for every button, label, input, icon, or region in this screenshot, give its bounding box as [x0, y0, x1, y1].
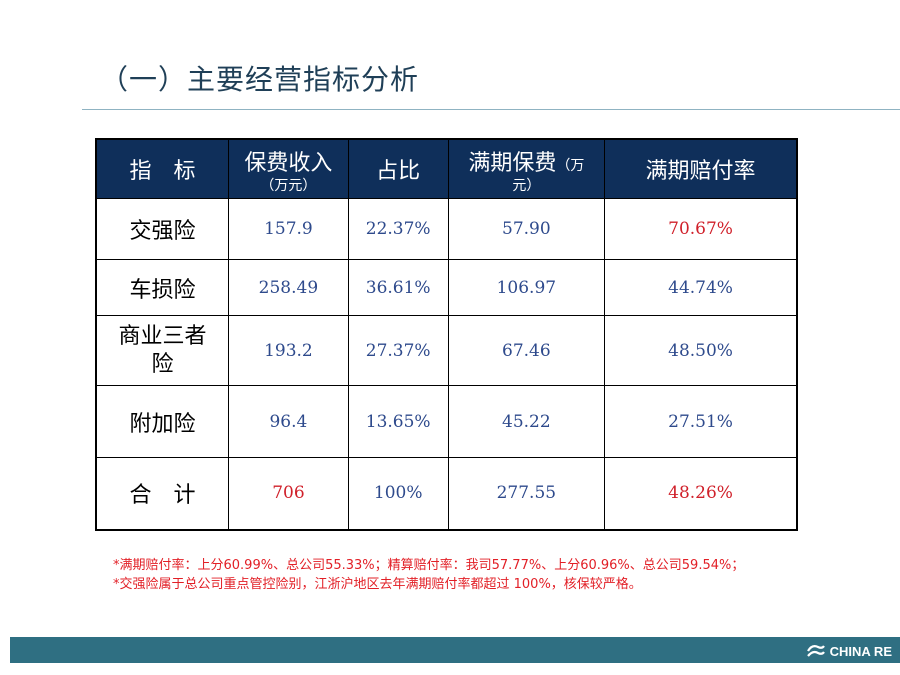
earned-cell: 277.55 [447, 457, 606, 530]
earned-cell: 45.22 [447, 385, 606, 458]
share-cell: 13.65% [347, 385, 449, 458]
premium-cell: 193.2 [228, 315, 349, 386]
table-row: 合 计 706 100% 277.55 48.26% [95, 457, 798, 530]
footer-bar [10, 637, 900, 663]
loss-ratio-cell: 27.51% [604, 385, 798, 458]
premium-cell: 258.49 [228, 259, 349, 316]
header-earned-premium: 满期保费（万 元） [447, 138, 606, 199]
loss-ratio-cell: 70.67% [604, 198, 798, 260]
row-label: 车损险 [95, 259, 230, 316]
earned-cell: 106.97 [447, 259, 606, 316]
row-label: 交强险 [95, 198, 230, 260]
share-cell: 100% [347, 457, 449, 530]
loss-ratio-cell: 48.50% [604, 315, 798, 386]
premium-cell: 157.9 [228, 198, 349, 260]
header-indicator: 指 标 [95, 138, 230, 199]
loss-ratio-cell: 44.74% [604, 259, 798, 316]
earned-cell: 67.46 [447, 315, 606, 386]
title-divider [82, 109, 900, 110]
metrics-table: 指 标 保费收入 （万元） 占比 满期保费（万 元） 满期赔付率 交强险 157.9… [95, 138, 798, 531]
table-row: 附加险 96.4 13.65% 45.22 27.51% [95, 385, 798, 458]
row-label: 商业三者险 [95, 315, 230, 386]
premium-cell: 96.4 [228, 385, 349, 458]
row-label: 附加险 [95, 385, 230, 458]
header-share: 占比 [347, 138, 449, 199]
table-row: 交强险 157.9 22.37% 57.90 70.67% [95, 198, 798, 260]
row-label: 合 计 [95, 457, 230, 530]
table-header-row: 指 标 保费收入 （万元） 占比 满期保费（万 元） 满期赔付率 [95, 138, 798, 199]
header-loss-ratio: 满期赔付率 [604, 138, 798, 199]
earned-cell: 57.90 [447, 198, 606, 260]
footnotes: *满期赔付率：上分60.99%、总公司55.33%；精算赔付率：我司57.77%… [113, 556, 793, 594]
china-re-logo-icon [806, 645, 825, 657]
share-cell: 27.37% [347, 315, 449, 386]
footnote: *满期赔付率：上分60.99%、总公司55.33%；精算赔付率：我司57.77%… [113, 558, 745, 573]
share-cell: 22.37% [347, 198, 449, 260]
footnote: *交强险属于总公司重点管控险别，江浙沪地区去年满期赔付率都超过 100%，核保较… [113, 577, 642, 592]
loss-ratio-cell: 48.26% [604, 457, 798, 530]
share-cell: 36.61% [347, 259, 449, 316]
premium-cell: 706 [228, 457, 349, 530]
table-row: 商业三者险 193.2 27.37% 67.46 48.50% [95, 315, 798, 386]
header-premium: 保费收入 （万元） [228, 138, 349, 199]
page-title: （一）主要经营指标分析 [100, 63, 420, 96]
table-row: 车损险 258.49 36.61% 106.97 44.74% [95, 259, 798, 316]
logo-text: CHINA RE [829, 643, 892, 659]
company-logo: CHINA RE [806, 640, 892, 662]
